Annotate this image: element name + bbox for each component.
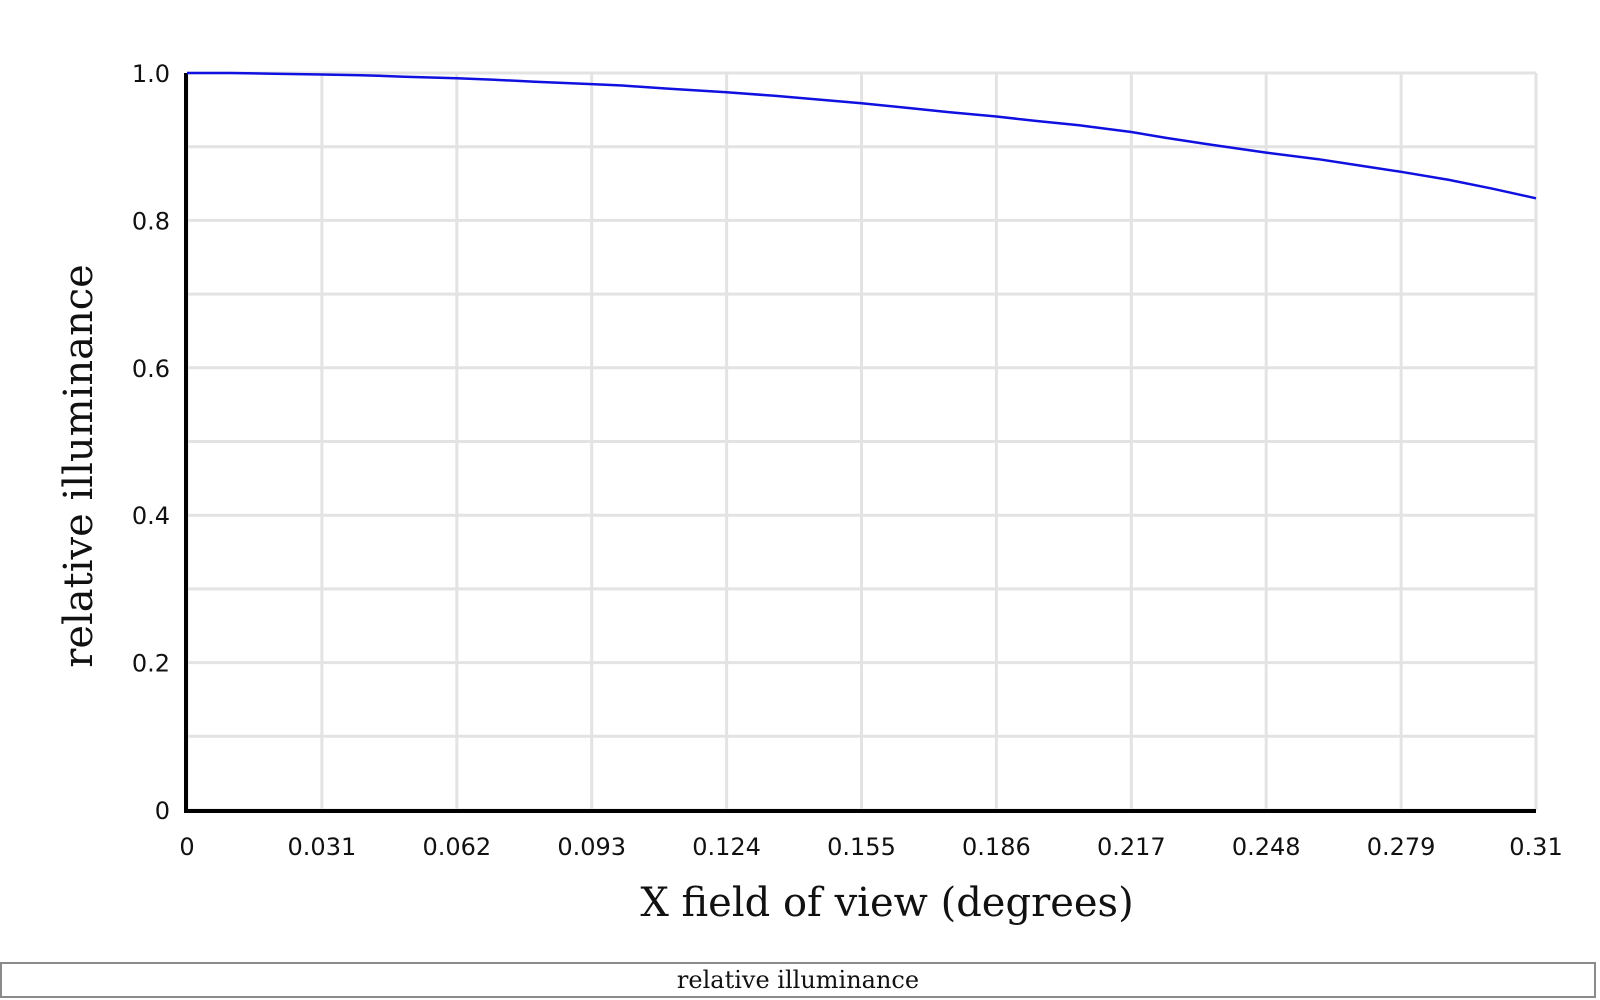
x-tick-label: 0.031 (288, 833, 357, 861)
x-tick-labels: 0 0.031 0.062 0.093 0.124 0.155 0.186 0.217 0.24… (179, 833, 1562, 861)
grid (185, 71, 1538, 812)
y-tick-label: 0.6 (132, 355, 170, 383)
legend-label: relative illuminance (676, 966, 920, 994)
x-tick-label: 0.217 (1097, 833, 1166, 861)
y-tick-label: 0.2 (132, 650, 170, 678)
y-tick-label: 0.4 (132, 502, 170, 530)
y-axis-title: relative illuminance (56, 264, 102, 668)
series (187, 71, 1537, 200)
y-tick-labels: 0 0.2 0.4 0.6 0.8 1.0 (132, 60, 170, 825)
x-tick-label: 0.279 (1367, 833, 1436, 861)
x-tick-label: 0.31 (1509, 833, 1562, 861)
x-tick-label: 0.124 (692, 833, 761, 861)
x-axis-title: X field of view (degrees) (640, 880, 1133, 926)
x-tick-label: 0.093 (557, 833, 626, 861)
y-tick-label: 0 (155, 797, 170, 825)
x-tick-label: 0.155 (827, 833, 896, 861)
axes (184, 73, 1536, 813)
x-tick-label: 0 (179, 833, 194, 861)
x-tick-label: 0.062 (422, 833, 491, 861)
x-tick-label: 0.248 (1232, 833, 1301, 861)
y-tick-label: 1.0 (132, 60, 170, 88)
legend: relative illuminance (0, 962, 1596, 998)
y-tick-label: 0.8 (132, 207, 170, 235)
series-line (187, 71, 1537, 200)
x-tick-label: 0.186 (962, 833, 1031, 861)
